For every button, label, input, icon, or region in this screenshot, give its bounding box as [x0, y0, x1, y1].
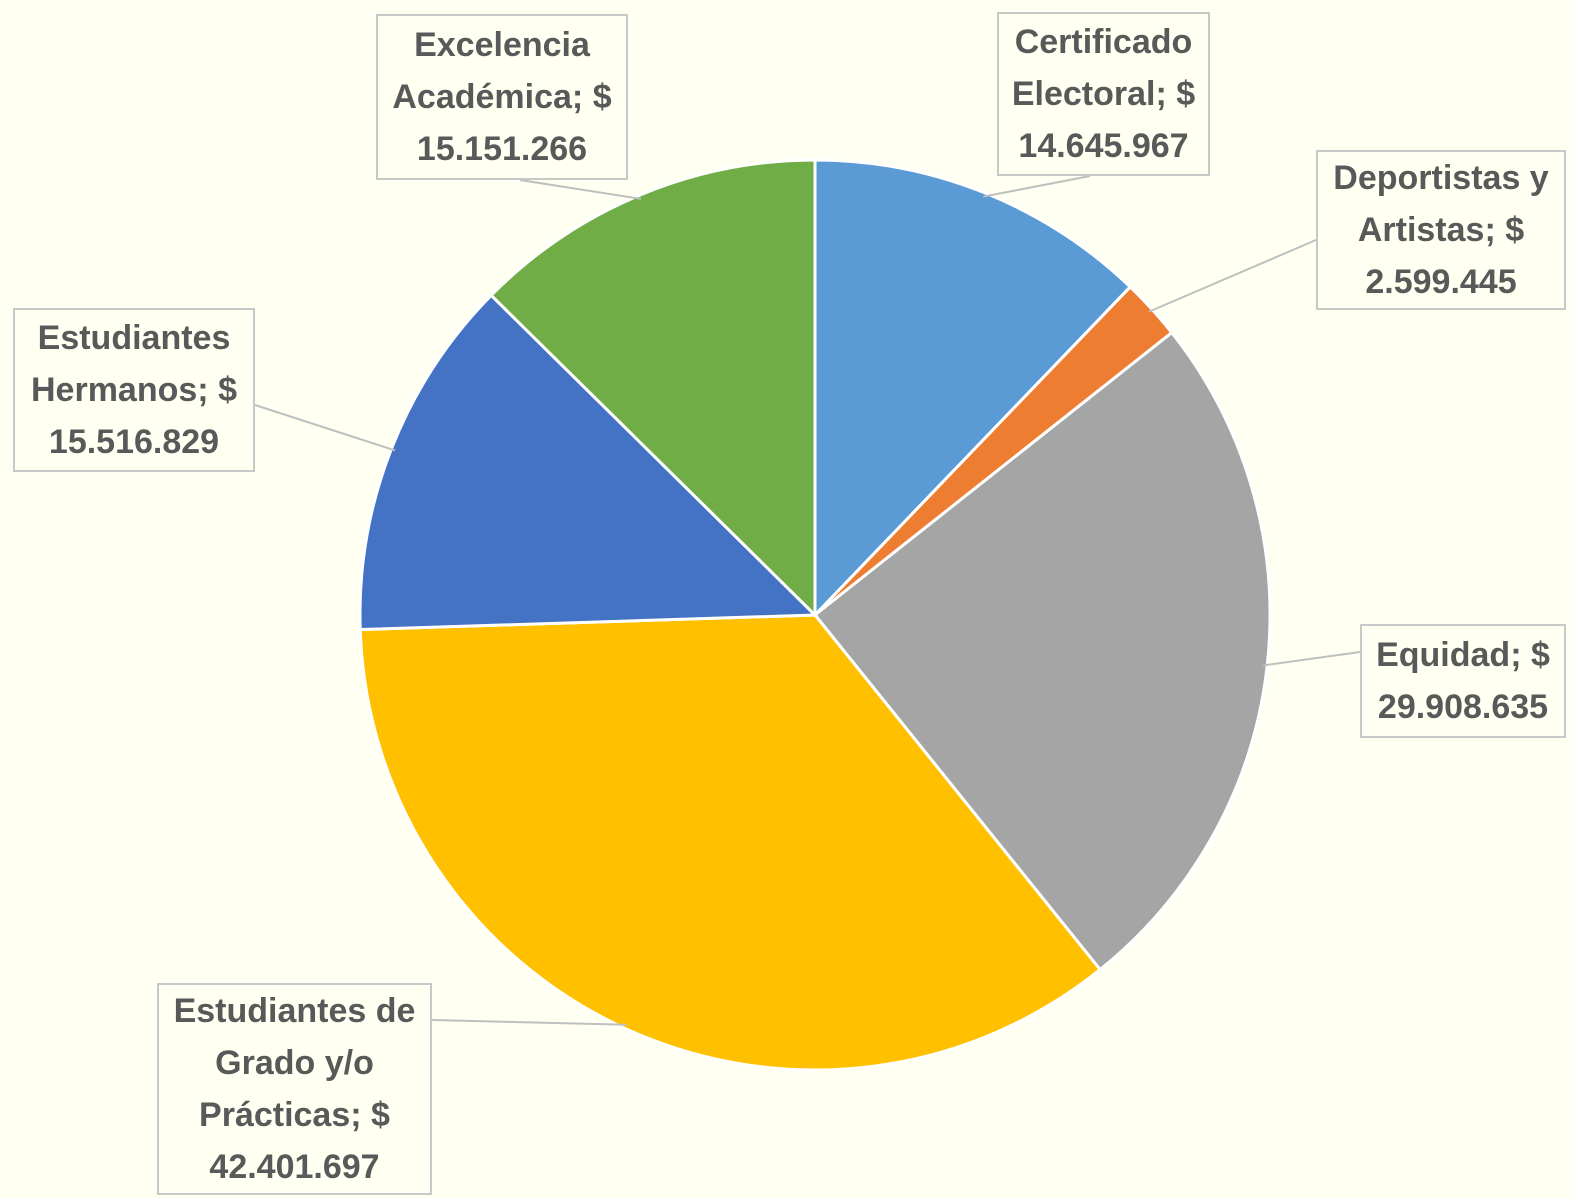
leader-line — [519, 179, 642, 200]
leader-line — [254, 404, 396, 452]
data-label: Deportistas y Artistas; $ 2.599.445 — [1316, 150, 1566, 310]
separator: ; — [350, 1096, 362, 1134]
category: Excelencia Académica — [392, 26, 590, 116]
data-label: Estudiantes de Grado y/o Prácticas; $ 42… — [157, 983, 432, 1195]
data-label: Equidad; $ 29.908.635 — [1360, 624, 1566, 738]
label-text: Estudiantes Hermanos; $ 15.516.829 — [23, 312, 245, 468]
pie-slice — [813, 158, 1133, 619]
value-label: $ 15.151.266 — [416, 78, 612, 168]
label-text: Estudiantes de Grado y/o Prácticas; $ 42… — [167, 985, 422, 1193]
label-text: Deportistas y Artistas; $ 2.599.445 — [1326, 152, 1556, 308]
label-text: Equidad; $ 29.908.635 — [1370, 629, 1556, 733]
separator: ; — [1484, 211, 1496, 249]
value-label: $ 15.516.829 — [48, 371, 237, 461]
label-text: Certificado Electoral; $ 14.645.967 — [1007, 16, 1200, 172]
value-label: $ 42.401.697 — [209, 1096, 390, 1186]
data-label: Certificado Electoral; $ 14.645.967 — [997, 12, 1210, 176]
leader-line — [1263, 651, 1361, 667]
leader-lines — [254, 175, 1361, 1026]
separator: ; — [1510, 636, 1522, 674]
category: Certificado Electoral — [1011, 23, 1193, 113]
separator: ; — [1155, 75, 1167, 113]
label-text: Excelencia Académica; $ 15.151.266 — [386, 19, 618, 175]
category: Estudiantes de Grado y/o Prácticas — [173, 992, 416, 1134]
separator: ; — [197, 371, 209, 409]
value-label: $ 29.908.635 — [1377, 636, 1550, 726]
data-label: Excelencia Académica; $ 15.151.266 — [376, 14, 628, 180]
pie-slice — [489, 158, 817, 619]
value-label: $ 2.599.445 — [1365, 211, 1525, 301]
data-label: Estudiantes Hermanos; $ 15.516.829 — [13, 308, 255, 472]
leader-line — [431, 1019, 627, 1026]
leader-line — [983, 175, 1091, 198]
separator: ; — [571, 78, 584, 116]
category: Equidad — [1376, 636, 1511, 674]
leader-line — [1148, 239, 1317, 313]
category: Estudiantes Hermanos — [31, 319, 231, 409]
pie-slice — [358, 613, 1103, 1072]
value-label: $ 14.645.967 — [1018, 75, 1196, 165]
category: Deportistas y Artistas — [1333, 159, 1549, 249]
